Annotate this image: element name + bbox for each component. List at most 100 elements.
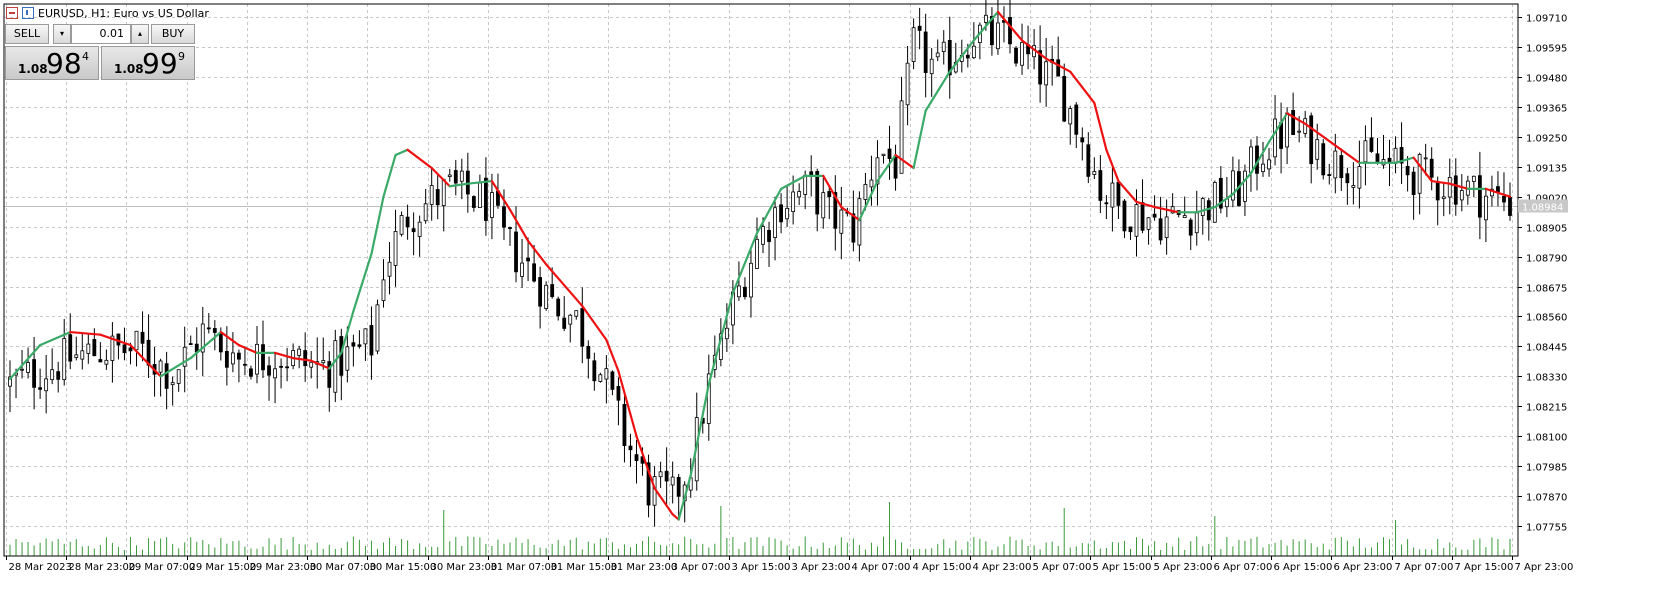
- candle-bear: [917, 25, 922, 31]
- ma-segment: [159, 357, 192, 378]
- candle-bear: [634, 454, 639, 462]
- candle-bull: [755, 238, 759, 269]
- price-label: 1.08675: [1526, 284, 1567, 295]
- candle-bear: [1502, 195, 1506, 203]
- candle-bear: [1369, 137, 1374, 152]
- candle-bull: [1212, 182, 1217, 223]
- sell-button[interactable]: SELL: [5, 24, 49, 44]
- candle-bear: [1188, 219, 1193, 236]
- candle-bear: [1122, 200, 1127, 232]
- ask-price-button[interactable]: 1.08 99 9: [101, 46, 195, 80]
- candle-bear: [1062, 75, 1067, 122]
- time-label: 5 Apr 07:00: [1033, 562, 1092, 573]
- volume-increase-button[interactable]: ▴: [131, 24, 149, 44]
- ma-segment: [894, 153, 915, 170]
- price-label: 1.07755: [1526, 523, 1567, 534]
- chart-type-icon[interactable]: [22, 7, 34, 19]
- candle-bear: [1339, 155, 1344, 179]
- candle-bull: [911, 27, 916, 62]
- chart-grid: [4, 4, 1518, 556]
- candle-bull: [447, 174, 452, 177]
- candle-bear: [947, 39, 952, 76]
- ma-segment: [1135, 200, 1156, 209]
- candle-bull: [345, 346, 350, 371]
- candle-bear: [471, 196, 476, 208]
- ma-segment: [39, 330, 72, 347]
- ma-segment: [707, 291, 734, 386]
- candle-bear: [1453, 175, 1458, 205]
- time-label: 4 Apr 23:00: [973, 562, 1032, 573]
- candle-bull: [785, 207, 790, 220]
- candle-bear: [1508, 196, 1512, 216]
- candle-bull: [86, 343, 91, 354]
- candle-bear: [592, 360, 597, 382]
- ma-segment: [1093, 101, 1108, 151]
- candle-bear: [965, 54, 970, 59]
- ma-segment: [1484, 187, 1512, 198]
- candle-bear: [562, 317, 567, 329]
- candle-bull: [110, 335, 115, 361]
- time-label: 3 Apr 15:00: [732, 562, 791, 573]
- price-label: 1.08560: [1526, 313, 1567, 324]
- candle-bull: [1261, 163, 1265, 173]
- candle-bull: [857, 198, 862, 246]
- candle-bull: [1164, 216, 1169, 239]
- price-label: 1.09365: [1526, 104, 1567, 115]
- candle-bull: [8, 376, 12, 387]
- candle-bull: [423, 203, 428, 222]
- ma-segment: [581, 304, 608, 341]
- candle-bear: [411, 228, 416, 233]
- candle-bear: [887, 148, 892, 159]
- price-label: 1.09595: [1526, 44, 1567, 55]
- candle-bull: [1447, 176, 1452, 198]
- candle-bull: [658, 471, 663, 478]
- candle-bear: [990, 16, 994, 46]
- time-label: 3 Apr 23:00: [792, 562, 851, 573]
- candle-bear: [664, 470, 669, 482]
- ma-segment: [328, 351, 343, 370]
- candle-bear: [224, 351, 229, 368]
- candle-bull: [604, 368, 609, 380]
- candle-bear: [1387, 157, 1392, 163]
- ma-segment: [1267, 112, 1289, 144]
- candle-bear: [586, 345, 591, 359]
- ma-segment: [508, 208, 530, 243]
- price-label: 1.08445: [1526, 343, 1567, 354]
- candlestick-series: [8, 0, 1512, 527]
- candle-bull: [44, 378, 49, 392]
- ma-segment: [671, 513, 680, 521]
- candle-bear: [610, 371, 615, 390]
- candle-bull: [363, 328, 368, 345]
- candle-bear: [303, 350, 308, 366]
- candle-bull: [490, 192, 494, 218]
- candle-bear: [1080, 137, 1085, 143]
- candle-bull: [297, 348, 302, 356]
- ma-segment: [876, 153, 897, 183]
- symbol-list-icon[interactable]: [6, 7, 18, 19]
- candle-bull: [387, 261, 392, 277]
- candle-bear: [243, 363, 247, 366]
- candle-bull: [1393, 147, 1398, 164]
- chart-title-bar: EURUSD, H1: Euro vs US Dollar: [6, 4, 209, 22]
- time-label: 30 Mar 23:00: [431, 562, 498, 573]
- candle-bear: [622, 404, 627, 446]
- buy-button[interactable]: BUY: [151, 24, 195, 44]
- ma-segment: [677, 474, 692, 521]
- candle-bull: [1273, 118, 1277, 158]
- volume-decrease-button[interactable]: ▾: [53, 24, 71, 44]
- candle-bull: [20, 368, 24, 371]
- ma-segment: [605, 338, 620, 373]
- candle-bear: [1411, 171, 1416, 195]
- time-label: 28 Mar 23:00: [69, 562, 136, 573]
- candle-bull: [80, 350, 85, 360]
- candle-bull: [1249, 146, 1253, 173]
- bid-price-button[interactable]: 1.08 98 4: [5, 46, 99, 80]
- ma-segment: [1430, 179, 1451, 185]
- time-label: 31 Mar 23:00: [611, 562, 678, 573]
- volume-input[interactable]: 0.01: [71, 24, 131, 44]
- candle-bull: [1134, 204, 1139, 237]
- candle-bull: [381, 279, 386, 301]
- time-label: 7 Apr 15:00: [1455, 562, 1514, 573]
- candle-bear: [508, 227, 512, 229]
